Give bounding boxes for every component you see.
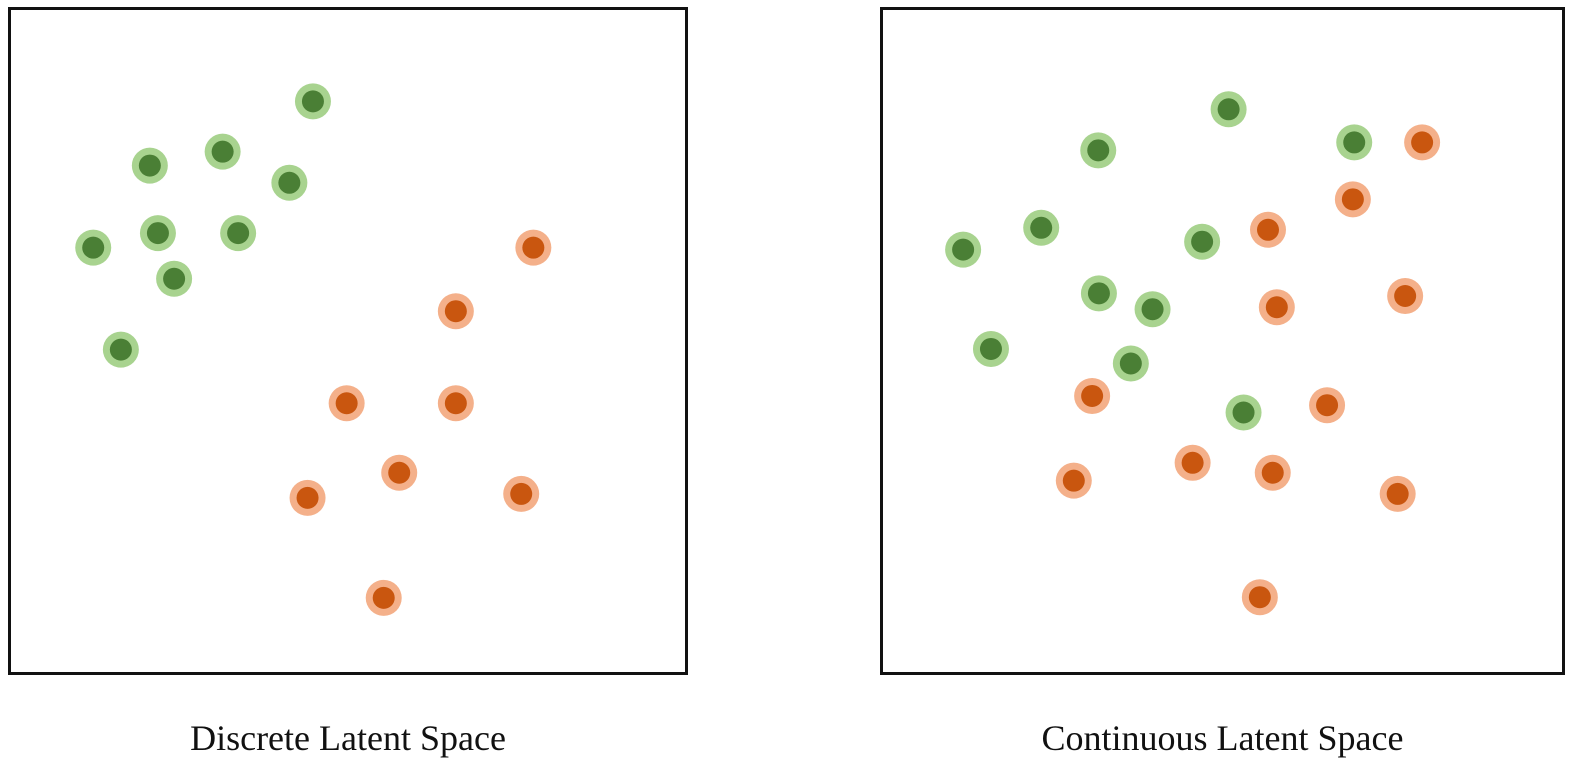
point-core (979, 337, 1002, 360)
point-core (1261, 461, 1284, 484)
point-core (278, 171, 301, 194)
point-core (335, 392, 358, 415)
continuous-point-orange (1258, 289, 1295, 326)
point-core (372, 586, 395, 609)
continuous-scatter-plot (945, 91, 1441, 616)
continuous-point-orange (1309, 387, 1346, 424)
continuous-point-orange (1174, 444, 1211, 481)
point-core (227, 222, 250, 245)
discrete-point-orange (381, 454, 418, 491)
point-core (1141, 298, 1164, 321)
continuous-point-green (1210, 91, 1247, 128)
discrete-point-orange (328, 385, 365, 422)
discrete-point-green (102, 331, 139, 368)
continuous-point-orange (1334, 181, 1371, 218)
continuous-point-orange (1387, 277, 1424, 314)
discrete-point-orange (365, 579, 402, 616)
point-core (1265, 296, 1288, 319)
discrete-scatter-plot (75, 83, 552, 616)
continuous-point-orange (1249, 211, 1286, 248)
point-core (301, 90, 324, 113)
continuous-point-green (1080, 275, 1117, 312)
point-core (1119, 352, 1142, 375)
point-core (138, 154, 161, 177)
point-core (1217, 98, 1240, 121)
continuous-latent-space-panel (880, 7, 1565, 675)
discrete-point-orange (437, 293, 474, 330)
continuous-point-orange (1074, 377, 1111, 414)
point-core (388, 461, 411, 484)
point-core (1316, 394, 1339, 417)
point-core (1248, 586, 1271, 609)
point-core (952, 238, 975, 261)
continuous-point-green (972, 330, 1009, 367)
discrete-point-green (156, 260, 193, 297)
discrete-point-green (131, 147, 168, 184)
point-core (522, 236, 545, 259)
discrete-point-green (294, 83, 331, 120)
discrete-point-green (271, 164, 308, 201)
point-core (146, 222, 169, 245)
discrete-point-green (220, 215, 257, 252)
point-core (1087, 139, 1110, 162)
discrete-point-orange (289, 479, 326, 516)
discrete-point-orange (503, 475, 540, 512)
point-core (1411, 131, 1434, 154)
point-core (296, 486, 319, 509)
point-core (1232, 401, 1255, 424)
point-core (1030, 216, 1053, 239)
continuous-point-orange (1241, 579, 1278, 616)
point-core (109, 338, 132, 361)
continuous-point-green (1112, 345, 1149, 382)
discrete-latent-space-panel (8, 7, 688, 675)
point-core (163, 267, 186, 290)
discrete-point-green (75, 229, 112, 266)
point-core (444, 392, 467, 415)
discrete-point-orange (437, 385, 474, 422)
continuous-point-green (945, 231, 982, 268)
discrete-point-green (204, 133, 241, 170)
point-core (82, 236, 105, 259)
point-core (510, 482, 533, 505)
continuous-point-green (1225, 394, 1262, 431)
continuous-point-orange (1254, 454, 1291, 491)
continuous-latent-space-caption: Continuous Latent Space (1041, 718, 1404, 758)
discrete-point-orange (515, 229, 552, 266)
discrete-latent-space-caption: Discrete Latent Space (190, 718, 506, 758)
point-core (211, 140, 234, 163)
point-core (1256, 218, 1279, 241)
continuous-point-green (1184, 223, 1221, 260)
continuous-point-green (1023, 209, 1060, 246)
point-core (1191, 230, 1214, 253)
point-core (1394, 284, 1417, 307)
point-core (444, 300, 467, 323)
continuous-point-orange (1379, 475, 1416, 512)
point-core (1087, 282, 1110, 305)
continuous-point-green (1336, 124, 1373, 161)
point-core (1062, 469, 1085, 492)
point-core (1081, 384, 1104, 407)
point-core (1181, 451, 1204, 474)
point-core (1386, 482, 1409, 505)
continuous-point-green (1080, 132, 1117, 169)
continuous-point-orange (1404, 124, 1441, 161)
discrete-point-green (139, 215, 176, 252)
continuous-point-green (1134, 291, 1171, 328)
point-core (1341, 188, 1364, 211)
continuous-point-orange (1055, 462, 1092, 499)
point-core (1343, 131, 1366, 154)
